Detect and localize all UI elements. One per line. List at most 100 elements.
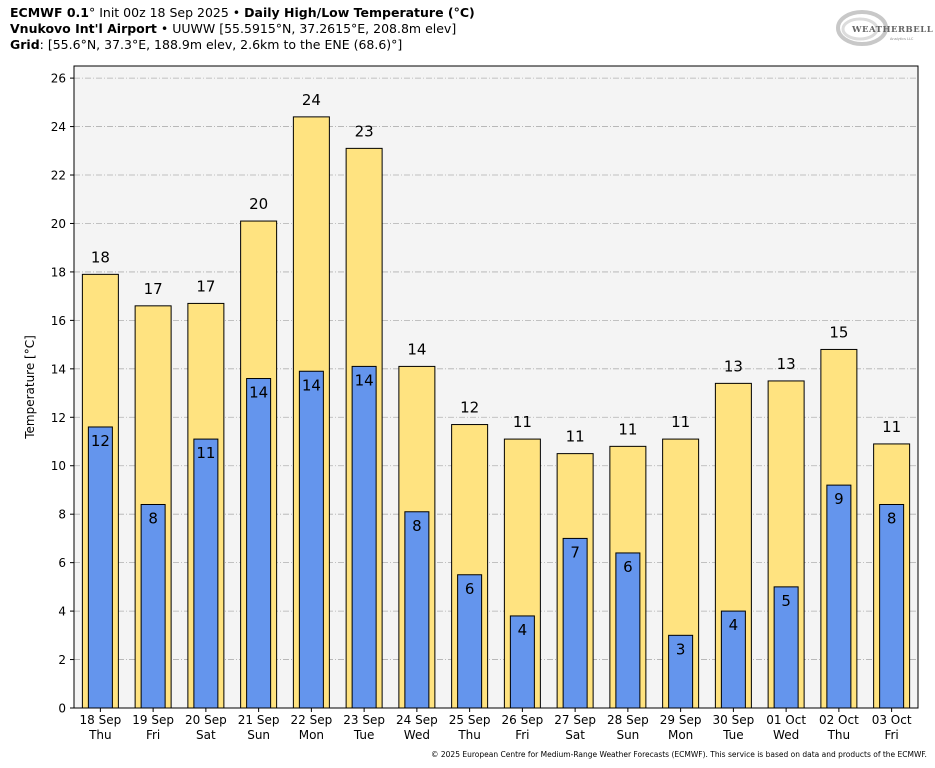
x-tick-label-date: 03 Oct: [872, 713, 912, 727]
x-tick-label-date: 30 Sep: [713, 713, 755, 727]
x-tick-label-date: 20 Sep: [185, 713, 227, 727]
y-tick-label: 4: [58, 605, 66, 619]
chart-header-line-1: ECMWF 0.1° Init 00z 18 Sep 2025 • Daily …: [10, 5, 475, 21]
y-tick-label: 6: [58, 556, 66, 570]
data-labels: 18 12 17 8 17 11 20 14 24 14 23 14 14 8 12 6 11 4 11 7 11 6 11…: [91, 91, 901, 658]
x-tick-label-day: Fri: [884, 728, 898, 742]
y-tick-label: 22: [51, 169, 66, 183]
x-tick-label-date: 19 Sep: [132, 713, 174, 727]
y-tick-label: 24: [51, 120, 66, 134]
low-temp-bar: [615, 552, 641, 709]
low-temp-label: 8: [412, 517, 422, 535]
x-tick-label-date: 28 Sep: [607, 713, 649, 727]
plot-frame: [73, 65, 919, 709]
chart-header-line-2: Vnukovo Int'l Airport • UUWW [55.5915°N,…: [10, 21, 456, 37]
y-tick-label: 16: [51, 314, 66, 328]
x-tick-label-day: Thu: [457, 728, 481, 742]
x-tick-label-day: Sun: [247, 728, 270, 742]
low-temp-label: 8: [148, 509, 158, 527]
high-temp-label: 13: [777, 355, 796, 373]
high-temp-label: 15: [829, 323, 848, 341]
low-temp-bar: [140, 503, 166, 709]
logo-subtext: Analytics LLC: [890, 37, 914, 41]
x-tick-label-date: 02 Oct: [819, 713, 859, 727]
high-temp-label: 11: [671, 413, 690, 431]
high-temp-label: 12: [460, 399, 479, 417]
high-temp-label: 11: [618, 420, 637, 438]
high-temp-label: 18: [91, 248, 110, 266]
x-tick-label-day: Tue: [353, 728, 375, 742]
x-tick-label-day: Sat: [565, 728, 585, 742]
x-tick-label-date: 01 Oct: [766, 713, 806, 727]
x-tick-label-day: Wed: [773, 728, 799, 742]
x-tick-label-date: 21 Sep: [238, 713, 280, 727]
y-tick-label: 26: [51, 72, 66, 86]
low-temp-bar: [351, 365, 377, 709]
low-temp-bar: [509, 615, 535, 709]
x-tick-label-day: Mon: [668, 728, 693, 742]
logo-text: WEATHERBELL: [852, 25, 934, 35]
low-temp-label: 6: [465, 580, 475, 598]
high-temp-label: 17: [196, 277, 215, 295]
y-tick-label: 20: [51, 217, 66, 231]
low-temp-bar: [773, 586, 799, 709]
high-temp-label: 17: [144, 280, 163, 298]
low-temp-label: 6: [623, 558, 633, 576]
y-axis-label: Temperature [°C]: [23, 335, 37, 440]
low-temp-label: 14: [355, 371, 374, 389]
chart-header-line-3: Grid: [55.6°N, 37.3°E, 188.9m elev, 2.6k…: [10, 37, 402, 53]
low-temp-bar: [246, 378, 272, 709]
low-temp-bar: [826, 484, 852, 709]
low-temp-bar: [298, 370, 324, 709]
x-tick-label-day: Fri: [515, 728, 529, 742]
x-tick-label-day: Wed: [404, 728, 430, 742]
weatherbell-logo: WEATHERBELL Analytics LLC: [834, 8, 933, 48]
x-tick-label-date: 18 Sep: [80, 713, 122, 727]
low-temp-bar: [193, 438, 219, 709]
station-info: • UUWW [55.5915°N, 37.2615°E, 208.8m ele…: [156, 21, 457, 36]
high-temp-label: 13: [724, 357, 743, 375]
low-temp-label: 14: [302, 376, 321, 394]
high-temp-label: 14: [407, 340, 426, 358]
y-tick-label: 12: [51, 411, 66, 425]
low-temp-label: 8: [887, 509, 897, 527]
high-temp-label: 11: [882, 418, 901, 436]
x-tick-label-day: Sun: [616, 728, 639, 742]
high-temp-label: 20: [249, 195, 268, 213]
y-tick-label: 10: [51, 459, 66, 473]
x-tick-label-date: 29 Sep: [660, 713, 702, 727]
model-name: ECMWF 0.1: [10, 5, 89, 20]
x-tick-label-date: 25 Sep: [449, 713, 491, 727]
x-tick-label-day: Fri: [146, 728, 160, 742]
low-temp-bar: [404, 511, 430, 709]
low-temp-label: 11: [196, 444, 215, 462]
x-tick-label-day: Thu: [827, 728, 851, 742]
x-tick-label-day: Tue: [722, 728, 744, 742]
x-tick-label-date: 27 Sep: [554, 713, 596, 727]
low-temp-label: 5: [781, 592, 791, 610]
x-tick-label-day: Thu: [88, 728, 112, 742]
y-tick-label: 14: [51, 362, 66, 376]
low-temp-label: 12: [91, 432, 110, 450]
y-tick-label: 2: [58, 653, 66, 667]
low-temp-bar: [668, 634, 694, 709]
station-name: Vnukovo Int'l Airport: [10, 21, 157, 36]
weatherbell-logo-swirl-icon: [836, 10, 888, 46]
low-temp-label: 3: [676, 640, 686, 658]
high-temp-label: 11: [513, 413, 532, 431]
y-tick-label: 8: [58, 508, 66, 522]
y-tick-label: 0: [58, 702, 66, 716]
bars: [81, 116, 911, 709]
low-temp-label: 9: [834, 490, 844, 508]
x-tick-label-date: 26 Sep: [502, 713, 544, 727]
low-temp-bar: [879, 503, 905, 709]
init-time: Init 00z 18 Sep 2025 •: [95, 5, 245, 20]
low-temp-label: 7: [570, 543, 580, 561]
x-tick-label-day: Sat: [196, 728, 216, 742]
high-temp-label: 11: [566, 428, 585, 446]
x-tick-label-date: 24 Sep: [396, 713, 438, 727]
model-degree: °: [88, 5, 96, 20]
grid-info: : [55.6°N, 37.3°E, 188.9m elev, 2.6km to…: [39, 37, 403, 52]
